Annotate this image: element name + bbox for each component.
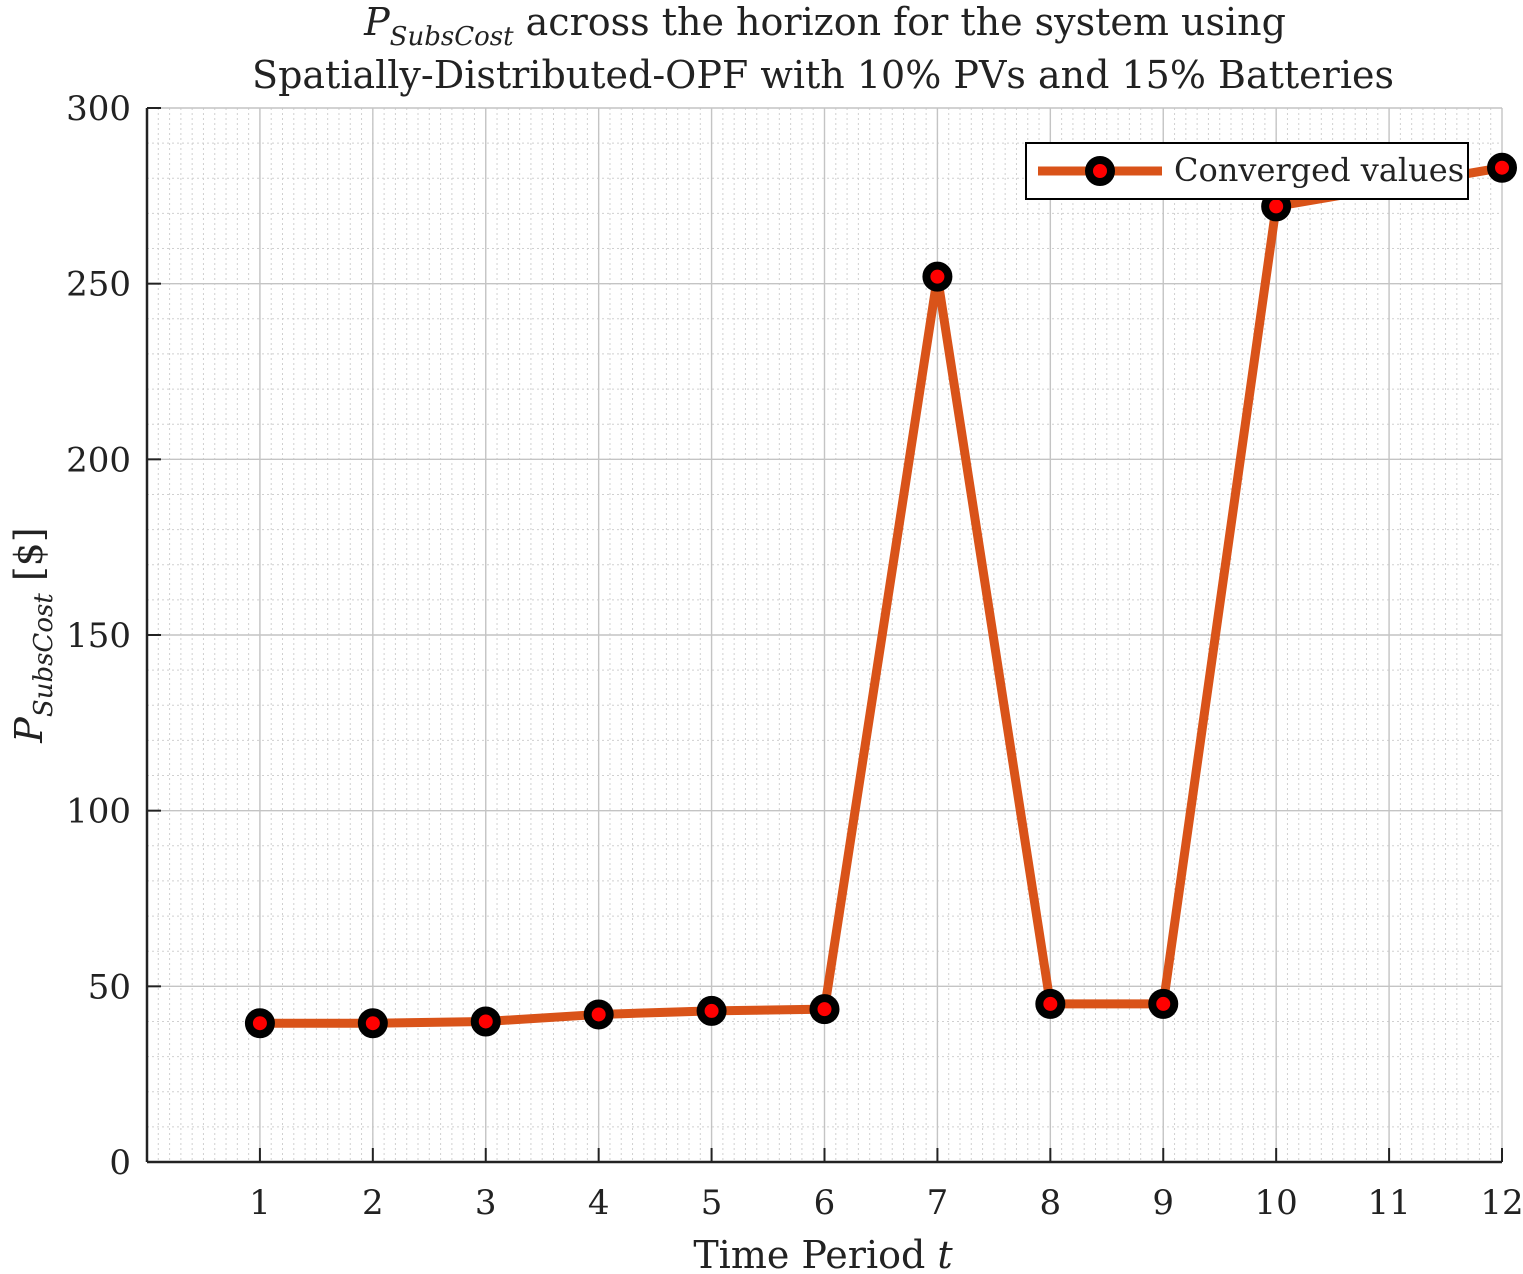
x-tick-label: 4 (588, 1183, 610, 1223)
y-tick-label: 150 (66, 616, 131, 656)
y-tick-label: 0 (109, 1143, 131, 1183)
data-point-marker (357, 1008, 388, 1039)
x-tick-label: 10 (1255, 1183, 1298, 1223)
x-tick-label: 1 (249, 1183, 271, 1223)
axes (145, 107, 1503, 1164)
legend: Converged values (1025, 142, 1469, 200)
x-tick-label: 6 (814, 1183, 836, 1223)
x-tick-label: 7 (927, 1183, 949, 1223)
x-tick-label: 9 (1152, 1183, 1174, 1223)
y-tick-label: 100 (66, 792, 131, 832)
x-tick-label: 2 (362, 1183, 384, 1223)
title-rest: across the horizon for the system using (514, 0, 1286, 44)
x-axis-label: Time Period t (693, 1233, 953, 1274)
data-point-marker (244, 1008, 275, 1039)
y-axis-label-symbol: P (7, 716, 51, 744)
title-subscript: SubsCost (390, 22, 514, 52)
y-tick-label: 300 (66, 89, 131, 129)
chart-title-line-2: Spatially-Distributed-OPF with 10% PVs a… (252, 53, 1394, 97)
x-tick-label: 11 (1367, 1183, 1410, 1223)
chart-title-line-1: PSubsCost across the horizon for the sys… (363, 0, 1286, 52)
y-axis-tick-labels: 0 50 100 150 200 250 300 (66, 89, 131, 1183)
y-tick-label: 250 (66, 265, 131, 305)
x-tick-label: 3 (475, 1183, 497, 1223)
legend-marker-swatch (1085, 156, 1115, 186)
data-point-marker (1035, 988, 1066, 1019)
data-point-marker (809, 994, 840, 1025)
x-tick-label: 5 (701, 1183, 723, 1223)
y-axis-label-subscript: SubsCost (29, 593, 59, 717)
x-axis-label-text: Time Period (693, 1233, 937, 1274)
data-point-marker (470, 1006, 501, 1037)
x-axis-label-variable: t (937, 1233, 953, 1274)
y-tick-label: 200 (66, 440, 131, 480)
chart-title: PSubsCost across the horizon for the sys… (252, 0, 1394, 97)
y-tick-label: 50 (88, 967, 131, 1007)
x-tick-label: 12 (1480, 1183, 1523, 1223)
data-point-marker (922, 261, 953, 292)
x-axis-tick-labels: 1 2 3 4 5 6 7 8 9 10 11 12 (249, 1183, 1523, 1223)
data-point-marker (583, 999, 614, 1030)
data-point-marker (696, 995, 727, 1026)
x-tick-label: 8 (1040, 1183, 1062, 1223)
data-point-marker (1487, 152, 1517, 183)
y-axis-label: PSubsCost [$] (7, 527, 59, 743)
legend-entry-label: Converged values (1174, 151, 1464, 189)
data-point-marker (1148, 988, 1179, 1019)
y-axis-label-unit: [$] (7, 527, 51, 593)
title-symbol: P (363, 0, 391, 44)
